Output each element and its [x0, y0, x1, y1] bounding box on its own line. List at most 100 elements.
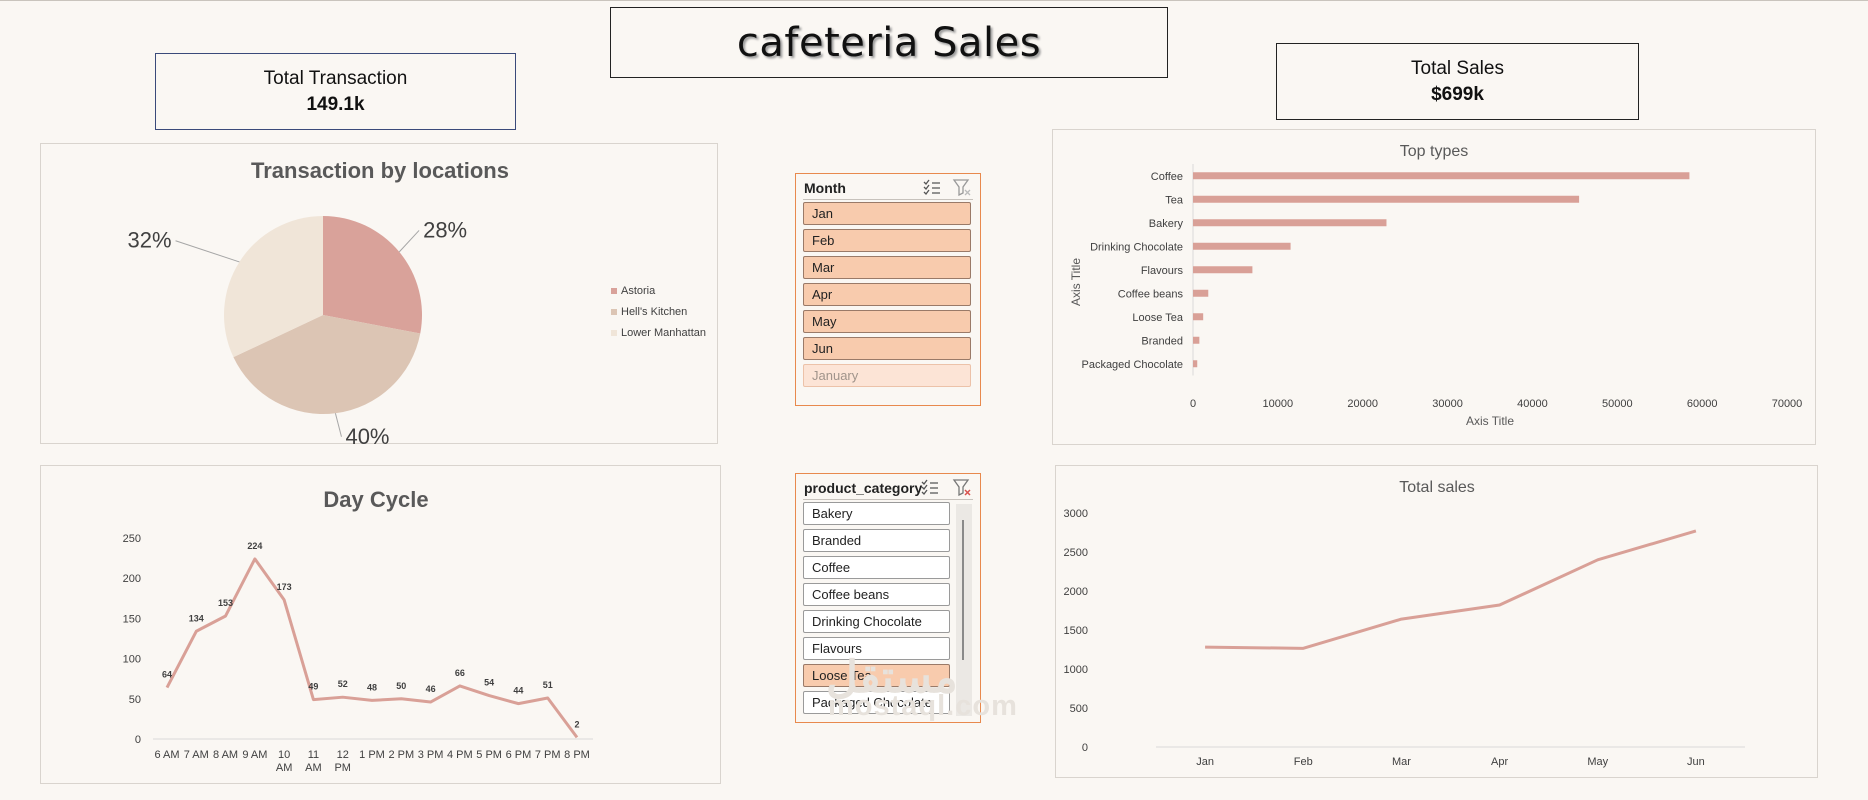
legend-swatch — [611, 330, 617, 336]
month-slicer-divider — [803, 199, 973, 200]
bar — [1193, 336, 1200, 344]
y-tick-label: 0 — [1082, 742, 1088, 754]
y-tick-label: Packaged Chocolate — [1081, 359, 1183, 371]
legend-label: Hell's Kitchen — [621, 306, 687, 318]
legend-label: Lower Manhattan — [621, 327, 706, 339]
y-tick-label: 2500 — [1064, 547, 1088, 559]
y-tick-label: Branded — [1141, 335, 1183, 347]
multi-select-icon[interactable] — [922, 178, 942, 196]
multi-select-icon[interactable] — [920, 478, 940, 496]
data-label: 44 — [513, 686, 523, 696]
x-tick-label: 70000 — [1772, 398, 1803, 410]
y-tick-label: Coffee beans — [1118, 288, 1184, 300]
y-tick-label: Flavours — [1141, 265, 1184, 277]
slicer-item-jun[interactable]: Jun — [803, 337, 971, 360]
slicer-item-feb[interactable]: Feb — [803, 229, 971, 252]
total-sales-title: Total sales — [1399, 479, 1475, 496]
x-tick-label: 6 AM — [154, 749, 179, 761]
x-tick-label: 5 PM — [476, 749, 502, 761]
y-tick-label: Coffee — [1151, 171, 1183, 183]
bar — [1193, 195, 1580, 203]
x-tick-label: Jun — [1687, 756, 1705, 768]
x-tick-label: 0 — [1190, 398, 1196, 410]
slicer-item-jan[interactable]: Jan — [803, 202, 971, 225]
x-tick-label: May — [1587, 756, 1608, 768]
bar — [1193, 266, 1253, 274]
kpi-total-sales-label: Total Sales — [1411, 57, 1504, 79]
top-border — [0, 0, 1868, 1]
data-label: 64 — [162, 670, 172, 680]
pie-slice — [323, 216, 422, 334]
slicer-item-drinking-chocolate[interactable]: Drinking Chocolate — [803, 610, 950, 633]
x-tick-label: 8 PM — [564, 749, 590, 761]
slicer-item-coffee-beans[interactable]: Coffee beans — [803, 583, 950, 606]
product-category-slicer[interactable]: product_category Bakery Branded Coffee Coff… — [795, 473, 981, 723]
x-tick-label: 6 PM — [506, 749, 532, 761]
x-tick-label: 40000 — [1517, 398, 1548, 410]
slicer-scrollbar-thumb[interactable] — [962, 520, 964, 660]
data-label: 49 — [308, 682, 318, 692]
x-tick-label: 4 PM — [447, 749, 473, 761]
chart-transactions-by-location[interactable]: Transaction by locations 28% 40% 32% Astor… — [40, 143, 718, 449]
slicer-item-flavours[interactable]: Flavours — [803, 637, 950, 660]
data-label: 66 — [455, 668, 465, 678]
slicer-scrollbar[interactable] — [956, 504, 972, 716]
chart-total-sales[interactable]: Total sales 0 500 1000 1500 2000 2500 3000 Jan F… — [1055, 465, 1818, 778]
slicer-item-coffee[interactable]: Coffee — [803, 556, 950, 579]
pie-leader-line — [398, 230, 420, 253]
x-tick-label: Jan — [1196, 756, 1214, 768]
chart-day-cycle[interactable]: Day Cycle 0 50 100 150 200 250 64 134 153 224 173 4… — [40, 465, 721, 784]
x-tick-label: 60000 — [1687, 398, 1718, 410]
legend-label: Astoria — [621, 285, 656, 297]
x-tick-label: 10 AM — [276, 749, 293, 774]
total-sales-line — [1205, 529, 1697, 650]
data-label: 50 — [396, 681, 406, 691]
slicer-item-loose-tea[interactable]: Loose Tea — [803, 664, 950, 687]
x-tick-label: 1 PM — [359, 749, 385, 761]
data-label: 153 — [218, 598, 233, 608]
data-label: 54 — [484, 678, 494, 688]
y-tick-label: Tea — [1165, 194, 1184, 206]
kpi-total-transaction-label: Total Transaction — [263, 67, 408, 89]
kpi-total-sales: Total Sales $699k — [1276, 43, 1639, 120]
y-tick-label: Bakery — [1149, 218, 1184, 230]
x-tick-label: 2 PM — [388, 749, 414, 761]
data-label: 48 — [367, 682, 377, 692]
bar — [1193, 219, 1387, 227]
kpi-total-transaction-value: 149.1k — [306, 93, 365, 115]
slicer-item-branded[interactable]: Branded — [803, 529, 950, 552]
x-tick-label: Apr — [1491, 756, 1508, 768]
data-label: 2 — [574, 719, 579, 729]
y-tick-label: 1500 — [1064, 625, 1088, 637]
x-tick-label: 30000 — [1432, 398, 1463, 410]
x-tick-label: 9 AM — [242, 749, 267, 761]
y-tick-label: 2000 — [1064, 586, 1088, 598]
slicer-item-january[interactable]: January — [803, 364, 971, 387]
y-tick-label: 150 — [123, 613, 141, 625]
y-tick-label: Drinking Chocolate — [1090, 241, 1183, 253]
chart-top-types[interactable]: Top types Coffee Tea Bakery Drinking Chocol… — [1052, 129, 1816, 445]
y-tick-label: 200 — [123, 573, 141, 585]
x-tick-label: 11 AM — [305, 749, 322, 774]
month-slicer[interactable]: Month Jan Feb Mar Apr May Jun January — [795, 173, 981, 406]
slicer-item-apr[interactable]: Apr — [803, 283, 971, 306]
data-label: 52 — [338, 679, 348, 689]
y-tick-label: 0 — [135, 734, 141, 746]
bar — [1193, 313, 1204, 321]
clear-filter-icon[interactable] — [952, 478, 974, 496]
slicer-item-bakery[interactable]: Bakery — [803, 502, 950, 525]
clear-filter-icon[interactable] — [952, 178, 972, 196]
data-label: 46 — [426, 684, 436, 694]
kpi-total-sales-value: $699k — [1431, 83, 1484, 105]
y-tick-label: 250 — [123, 533, 141, 545]
day-cycle-line — [165, 557, 579, 739]
slicer-item-mar[interactable]: Mar — [803, 256, 971, 279]
bar — [1193, 289, 1209, 297]
product-category-slicer-divider — [803, 499, 973, 500]
y-tick-label: 100 — [123, 654, 141, 666]
slicer-item-packaged-chocolate[interactable]: Packaged Chocolate — [803, 691, 950, 714]
top-types-title: Top types — [1400, 143, 1468, 160]
x-tick-label: 3 PM — [418, 749, 444, 761]
slicer-item-may[interactable]: May — [803, 310, 971, 333]
pie-chart-title: Transaction by locations — [251, 158, 509, 183]
